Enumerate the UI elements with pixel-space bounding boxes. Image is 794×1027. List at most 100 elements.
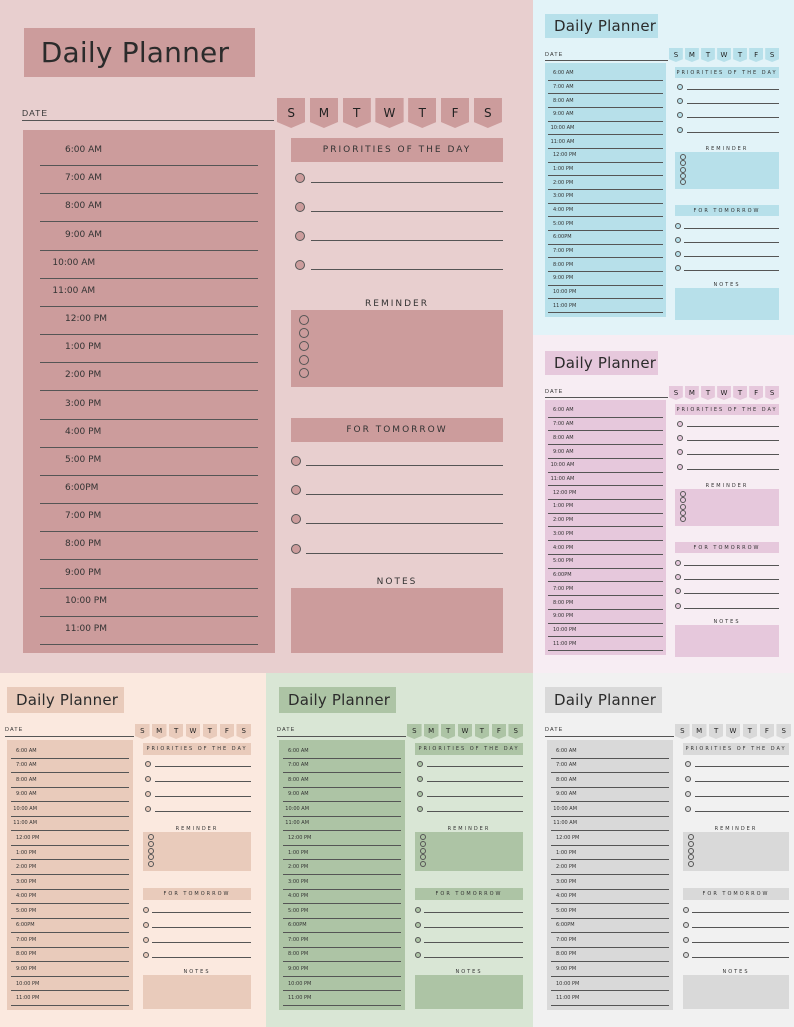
priority-item[interactable] — [415, 761, 523, 767]
reminder-checkbox-icon[interactable] — [679, 154, 686, 161]
priority-item[interactable] — [675, 449, 779, 455]
time-slot[interactable]: 9:00 AM — [547, 788, 673, 803]
date-line[interactable] — [545, 397, 668, 398]
time-slot[interactable]: 9:00 PM — [7, 962, 133, 977]
notes-box[interactable] — [291, 588, 503, 653]
time-slot[interactable]: 7:00 PM — [547, 933, 673, 948]
weekday-1[interactable]: M — [151, 724, 167, 739]
priority-item[interactable] — [143, 806, 251, 812]
reminder-checkbox-icon[interactable] — [147, 860, 154, 867]
time-slot[interactable]: 1:00 PM — [23, 335, 275, 364]
checkbox-circle-icon[interactable] — [291, 456, 301, 466]
time-slot[interactable]: 8:00 AM — [545, 431, 666, 446]
tomorrow-item[interactable] — [683, 907, 789, 913]
time-slot[interactable]: 7:00 AM — [545, 81, 666, 95]
weekday-0[interactable]: S — [669, 386, 683, 400]
checkbox-circle-icon[interactable] — [291, 514, 301, 524]
tomorrow-item[interactable] — [683, 937, 789, 943]
time-slot[interactable]: 4:00 PM — [545, 204, 666, 218]
time-slot[interactable]: 8:00 AM — [545, 94, 666, 108]
tomorrow-item[interactable] — [675, 223, 779, 229]
reminder-checkbox-icon[interactable] — [687, 860, 694, 867]
time-slot[interactable]: 10:00 PM — [545, 624, 666, 638]
tomorrow-item[interactable] — [675, 265, 779, 271]
reminder-checkbox-icon[interactable] — [147, 840, 154, 847]
weekday-5[interactable]: F — [491, 724, 507, 739]
date-line[interactable] — [545, 736, 674, 737]
reminder-checkbox-icon[interactable] — [147, 834, 154, 841]
time-slot[interactable]: 5:00 PM — [545, 555, 666, 569]
reminder-checkbox-icon[interactable] — [679, 160, 686, 167]
weekday-0[interactable]: S — [669, 48, 683, 62]
tomorrow-item[interactable] — [683, 952, 789, 958]
time-slot[interactable]: 12:00 PM — [279, 831, 405, 846]
time-slot[interactable]: 8:00 PM — [545, 596, 666, 610]
tomorrow-item[interactable] — [291, 485, 503, 495]
time-slot[interactable]: 5:00 PM — [547, 904, 673, 919]
notes-box[interactable] — [675, 288, 779, 320]
weekday-3[interactable]: W — [375, 98, 404, 128]
checkbox-circle-icon[interactable] — [291, 485, 301, 495]
time-slot[interactable]: 2:00 PM — [547, 860, 673, 875]
checkbox-circle-icon[interactable] — [685, 806, 692, 812]
reminder-checkbox-icon[interactable] — [687, 834, 694, 841]
time-slot[interactable]: 11:00 AM — [545, 473, 666, 487]
time-slot[interactable]: 8:00 PM — [23, 532, 275, 561]
time-slot[interactable]: 4:00 PM — [547, 890, 673, 905]
time-slot[interactable]: 4:00 PM — [279, 890, 405, 905]
time-slot[interactable]: 3:00 PM — [7, 875, 133, 890]
weekday-4[interactable]: T — [408, 98, 437, 128]
tomorrow-item[interactable] — [675, 574, 779, 580]
tomorrow-item[interactable] — [675, 251, 779, 257]
weekday-4[interactable]: T — [474, 724, 490, 739]
time-slot[interactable]: 6:00 AM — [545, 404, 666, 418]
time-slot[interactable]: 2:00 PM — [7, 860, 133, 875]
time-slot[interactable]: 11:00 PM — [547, 991, 673, 1006]
priority-item[interactable] — [675, 84, 779, 90]
weekday-4[interactable]: T — [742, 724, 758, 739]
reminder-checkbox-icon[interactable] — [679, 515, 686, 522]
time-slot[interactable]: 6:00PM — [545, 231, 666, 245]
weekday-0[interactable]: S — [277, 98, 306, 128]
reminder-checkbox-icon[interactable] — [419, 840, 426, 847]
weekday-2[interactable]: T — [708, 724, 724, 739]
time-slot[interactable]: 10:00 AM — [23, 251, 275, 279]
priority-item[interactable] — [675, 98, 779, 104]
weekday-2[interactable]: T — [701, 48, 715, 62]
time-slot[interactable]: 9:00 AM — [545, 108, 666, 122]
notes-box[interactable] — [683, 975, 789, 1009]
time-slot[interactable]: 9:00 PM — [279, 962, 405, 977]
time-slot[interactable]: 4:00 PM — [23, 420, 275, 448]
time-slot[interactable]: 11:00 AM — [545, 135, 666, 149]
reminder-checkbox-icon[interactable] — [299, 314, 309, 325]
checkbox-circle-icon[interactable] — [143, 937, 149, 943]
time-slot[interactable]: 12:00 PM — [547, 831, 673, 846]
time-slot[interactable]: 6:00PM — [7, 919, 133, 934]
checkbox-circle-icon[interactable] — [683, 937, 689, 943]
checkbox-circle-icon[interactable] — [145, 776, 152, 782]
priority-item[interactable] — [291, 231, 503, 241]
time-slot[interactable]: 1:00 PM — [545, 500, 666, 514]
checkbox-circle-icon[interactable] — [143, 922, 149, 928]
weekday-0[interactable]: S — [135, 724, 150, 739]
checkbox-circle-icon[interactable] — [685, 791, 692, 797]
checkbox-circle-icon[interactable] — [677, 98, 684, 104]
time-slot[interactable]: 7:00 PM — [545, 245, 666, 259]
weekday-6[interactable]: S — [508, 724, 524, 739]
checkbox-circle-icon[interactable] — [417, 761, 424, 767]
checkbox-circle-icon[interactable] — [295, 173, 305, 183]
weekday-4[interactable]: T — [733, 386, 747, 400]
weekday-2[interactable]: T — [440, 724, 456, 739]
checkbox-circle-icon[interactable] — [295, 202, 305, 212]
weekday-3[interactable]: W — [457, 724, 473, 739]
checkbox-circle-icon[interactable] — [683, 922, 689, 928]
time-slot[interactable]: 5:00 PM — [545, 217, 666, 231]
weekday-4[interactable]: T — [202, 724, 218, 739]
reminder-checkbox-icon[interactable] — [687, 854, 694, 861]
reminder-checkbox-icon[interactable] — [679, 166, 686, 173]
reminder-checkbox-icon[interactable] — [679, 178, 686, 185]
time-slot[interactable]: 2:00 PM — [23, 363, 275, 392]
time-slot[interactable]: 1:00 PM — [545, 163, 666, 177]
weekday-3[interactable]: W — [717, 48, 731, 62]
weekday-5[interactable]: F — [440, 98, 470, 128]
